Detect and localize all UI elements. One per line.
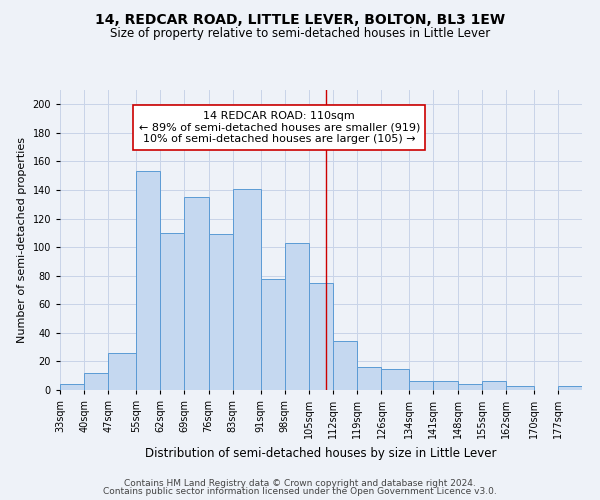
- Bar: [409, 382, 433, 390]
- Bar: [506, 386, 533, 390]
- Bar: [184, 197, 209, 390]
- Bar: [84, 373, 109, 390]
- Bar: [160, 233, 184, 390]
- Bar: [482, 382, 506, 390]
- Bar: [333, 342, 357, 390]
- Text: Size of property relative to semi-detached houses in Little Lever: Size of property relative to semi-detach…: [110, 28, 490, 40]
- Text: Contains HM Land Registry data © Crown copyright and database right 2024.: Contains HM Land Registry data © Crown c…: [124, 478, 476, 488]
- Y-axis label: Number of semi-detached properties: Number of semi-detached properties: [17, 137, 27, 343]
- Bar: [458, 384, 482, 390]
- Bar: [285, 243, 309, 390]
- Bar: [209, 234, 233, 390]
- Bar: [60, 384, 84, 390]
- Text: Contains public sector information licensed under the Open Government Licence v3: Contains public sector information licen…: [103, 487, 497, 496]
- Bar: [260, 278, 285, 390]
- Bar: [357, 367, 382, 390]
- X-axis label: Distribution of semi-detached houses by size in Little Lever: Distribution of semi-detached houses by …: [145, 446, 497, 460]
- Bar: [136, 172, 160, 390]
- Bar: [382, 368, 409, 390]
- Bar: [309, 283, 333, 390]
- Bar: [109, 353, 136, 390]
- Text: 14, REDCAR ROAD, LITTLE LEVER, BOLTON, BL3 1EW: 14, REDCAR ROAD, LITTLE LEVER, BOLTON, B…: [95, 12, 505, 26]
- Bar: [433, 382, 458, 390]
- Bar: [233, 188, 260, 390]
- Bar: [558, 386, 582, 390]
- Text: 14 REDCAR ROAD: 110sqm
← 89% of semi-detached houses are smaller (919)
10% of se: 14 REDCAR ROAD: 110sqm ← 89% of semi-det…: [139, 111, 420, 144]
